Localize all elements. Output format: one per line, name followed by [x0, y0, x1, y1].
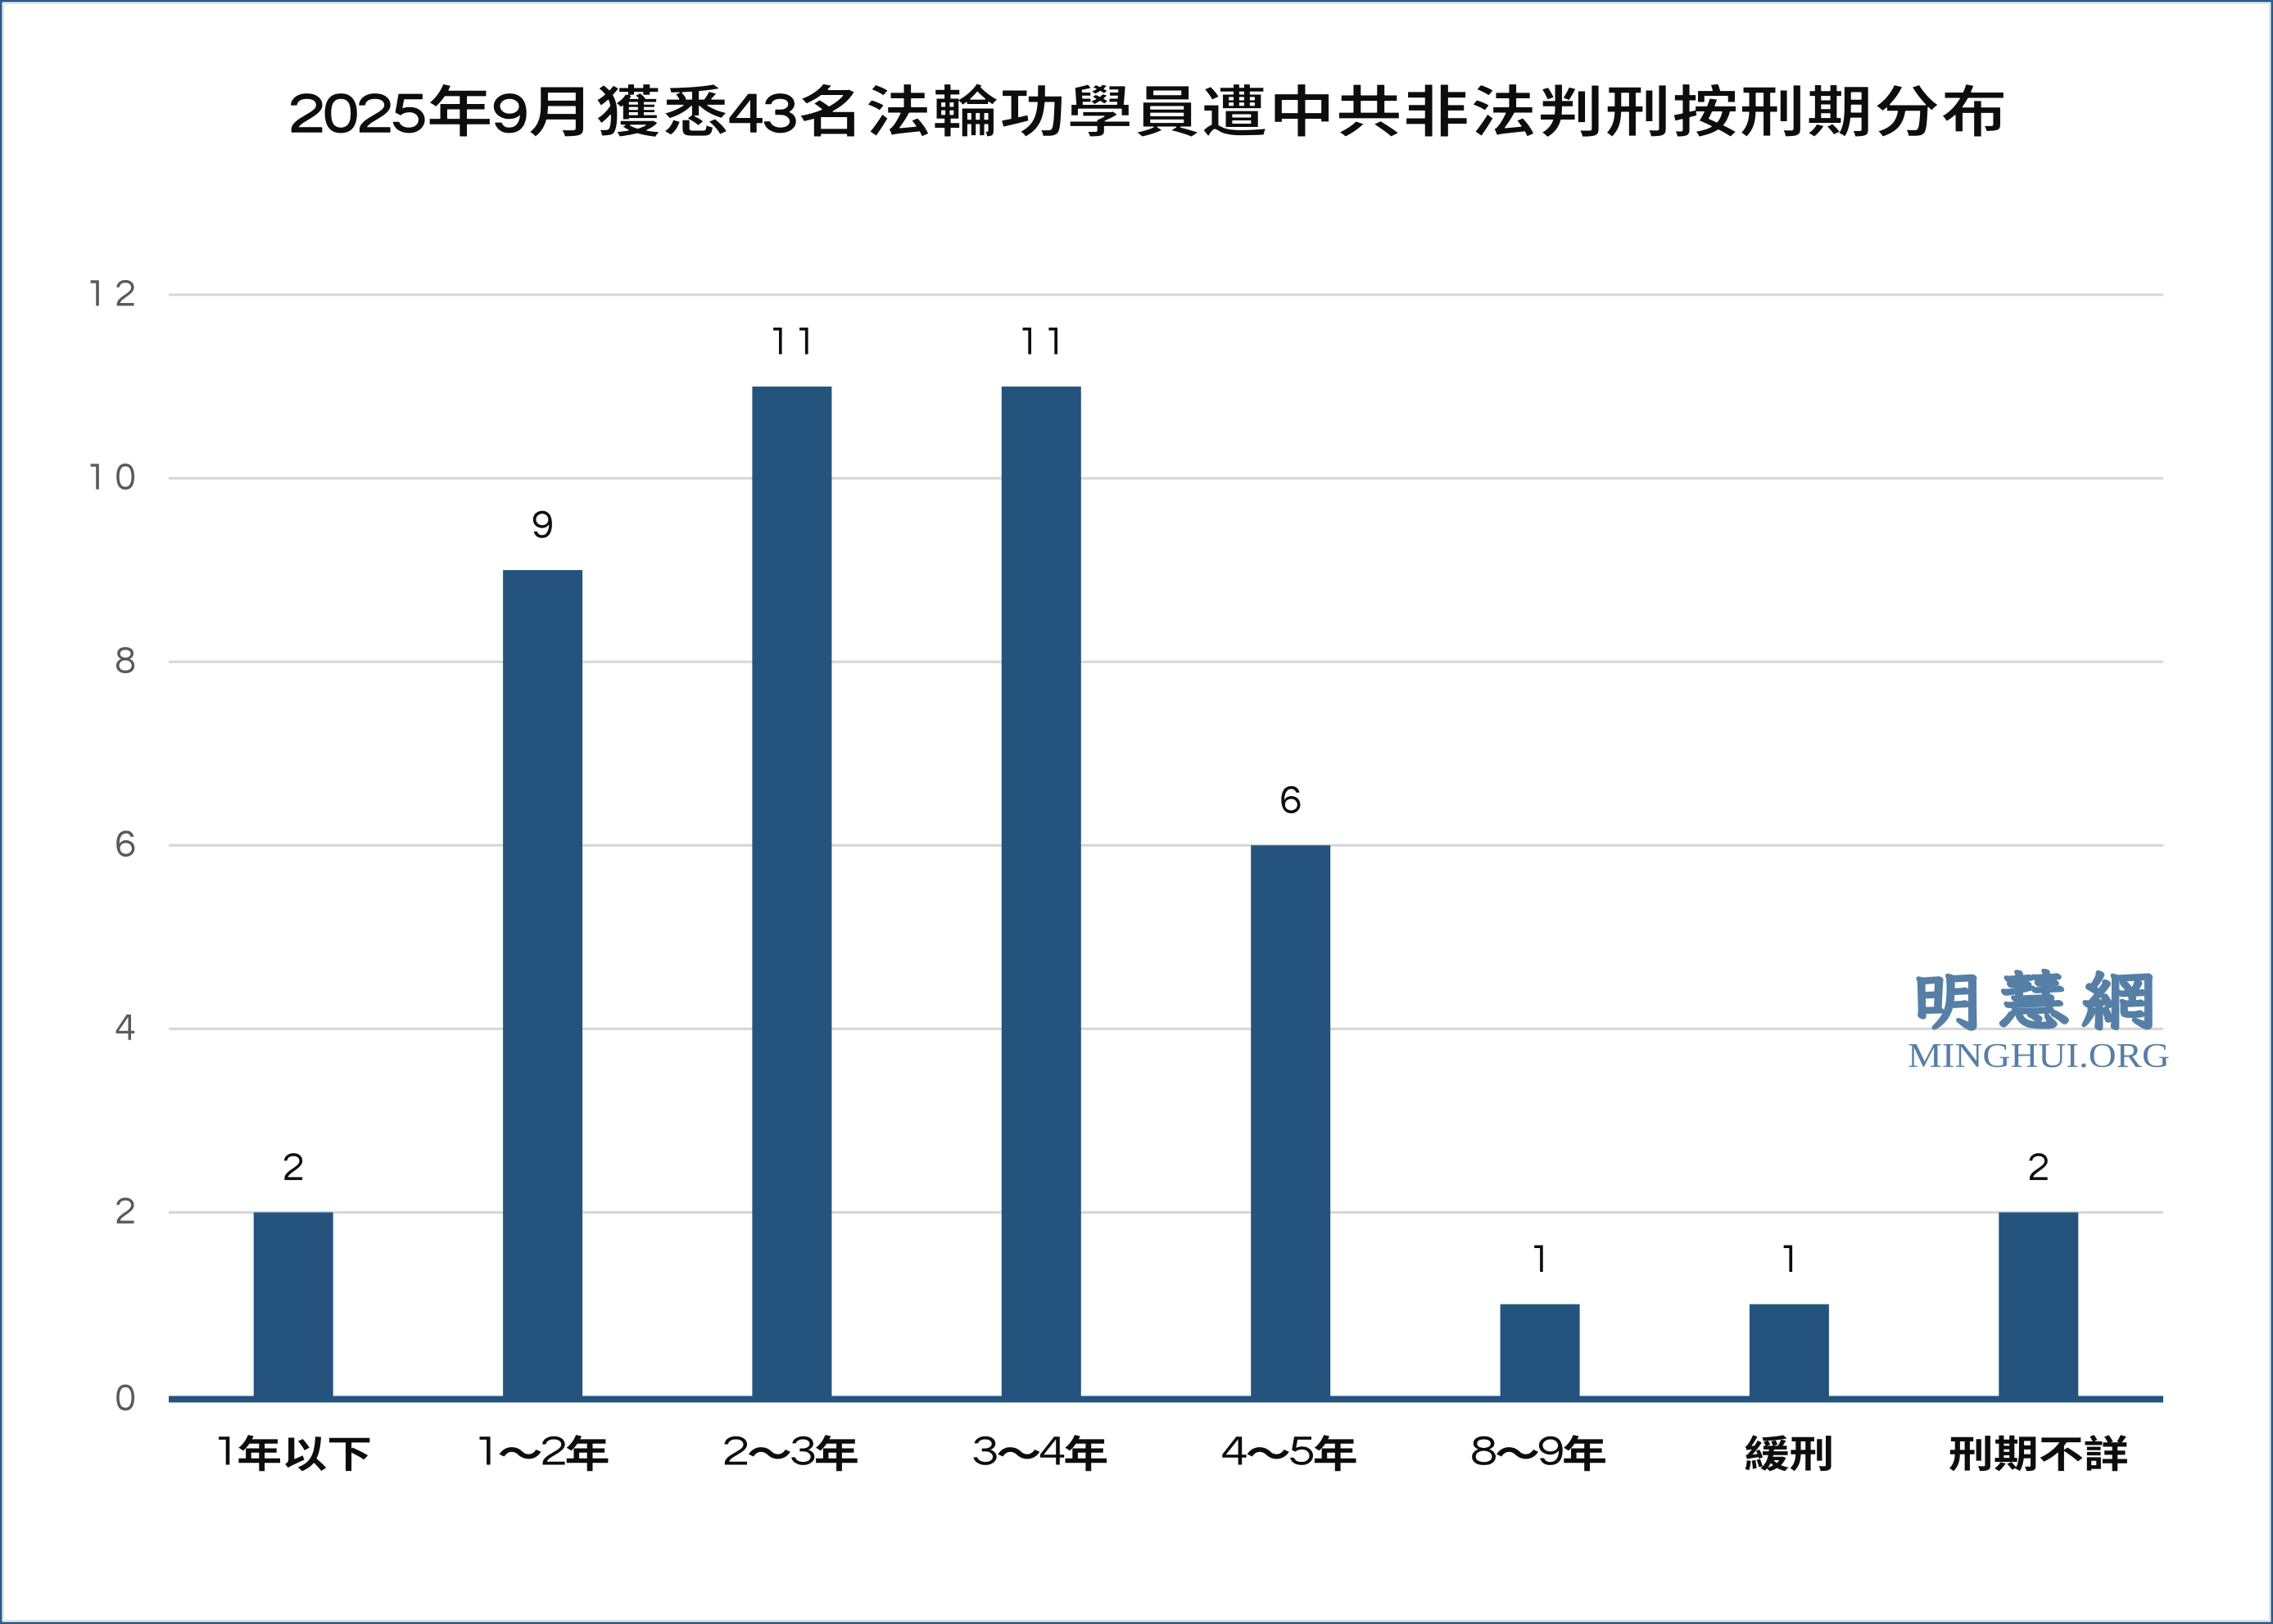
svg-text:MINGHUI.ORG: MINGHUI.ORG [1908, 1038, 2170, 1075]
